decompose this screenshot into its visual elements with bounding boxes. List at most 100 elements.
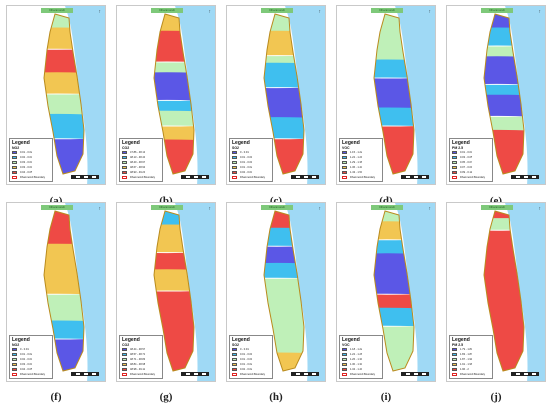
legend-class-row: 0 - 0.01 [232,347,270,352]
legend-pollutant: VOC [342,343,350,347]
sea-area [175,203,215,381]
legend-class-label: 1.26 - 1.30 [350,358,363,361]
legend-swatch [12,165,17,170]
legend-pollutant: SO2 [232,146,240,150]
map-svg [153,203,215,381]
legend-swatch [232,352,237,357]
legend-class-row: 0.09 - 0.11 [452,170,490,175]
legend-class-row: 1.79 - 1.83 [452,347,490,352]
map-svg [43,203,105,381]
legend-swatch [12,357,17,362]
legend-class-row: 1.26 - 1.30 [342,357,380,362]
panel-caption: (j) [490,391,502,403]
legend: Legend PM 2.5 0.01 - 0.03 0.03 - 0.05 0.05 -… [449,138,493,182]
legend-class-row: 0.03 - 0.03 [12,160,50,165]
north-arrow-icon: ↑ [428,9,432,15]
legend-class-row: 0.03 - 0.04 [12,362,50,367]
interpolation-zone [44,320,84,340]
legend-swatch [12,347,17,352]
legend-class-row: 0 - 0.01 [232,150,270,155]
map-panel: Dhanmondi ↑ Legend PM 2.5 0.01 - 0.03 0.03 - … [446,5,546,185]
legend-class-label: 0.03 - 0.03 [20,161,33,164]
legend-swatch [232,362,237,367]
map-svg [263,203,325,381]
legend-pollutant: VOC [342,146,350,150]
map-frame: Dhanmondi ↑ Legend CO2 48.44 - 48.57 48.57 - … [116,202,216,382]
legend-pollutant: CO2 [122,146,130,150]
legend-class-row: 0.02 - 0.02 [232,367,270,372]
sea-area [395,6,435,184]
legend-class-row: 1.22 - 1.26 [342,352,380,357]
legend-swatch [12,160,17,165]
boundary-outline [43,13,85,175]
north-arrow-icon: ↑ [208,206,212,212]
legend-class-row: 48.93 - 49.20 [122,170,160,175]
sea-area [395,203,435,381]
map-panel: Dhanmondi ↑ Legend CO2 47.86 - 48.13 48.13 - … [116,5,216,185]
legend-boundary-label: Dhanmondi Boundary [460,176,486,179]
legend-class-label: 48.40 - 48.67 [130,161,146,164]
legend-class-label: 48.44 - 48.57 [130,348,146,351]
map-panel: Dhanmondi ↑ Legend CO2 48.44 - 48.57 48.57 - … [116,202,216,382]
zone-title: Dhanmondi [41,205,73,210]
legend-class-row: 0.04 - 0.05 [12,170,50,175]
legend-boundary-label: Dhanmondi Boundary [20,373,46,376]
legend-class-row: 48.57 - 48.71 [122,352,160,357]
map-svg [483,203,545,381]
legend-boundary-row: Dhanmondi Boundary [342,372,380,377]
north-arrow-icon: ↑ [318,206,322,212]
legend: Legend SO2 0 - 0.01 0.01 - 0.01 0.01 - 0.01 0… [229,138,273,182]
legend-class-row: 1.87 - 1.91 [452,357,490,362]
legend-class-label: 0.01 - 0.03 [460,151,473,154]
legend-swatch [122,150,127,155]
legend-class-label: 1.34 - 1.40 [350,368,363,371]
legend-class-row: 1.18 - 1.22 [342,347,380,352]
boundary-outline [263,13,305,175]
legend-boundary-row: Dhanmondi Boundary [12,372,50,377]
legend-swatch [12,150,17,155]
legend-swatch [122,347,127,352]
legend-class-label: 48.71 - 48.84 [130,358,146,361]
legend-class-label: 0 - 0.01 [240,151,249,154]
legend-class-label: 0.04 - 0.05 [20,171,33,174]
map-svg [43,6,105,184]
legend-swatch [12,155,17,160]
legend-class-row: 0.01 - 0.01 [232,160,270,165]
legend-class-label: 0.01 - 0.01 [240,358,253,361]
scale-bar [71,372,99,376]
map-svg [373,203,435,381]
map-frame: Dhanmondi ↑ Legend NO2 0 - 0.01 0.01 - 0.02 0.… [6,202,106,382]
legend-class-label: 0.03 - 0.05 [460,156,473,159]
legend-class-label: 1.83 - 1.87 [460,353,473,356]
boundary-swatch [452,372,457,377]
boundary-swatch [342,372,347,377]
boundary-outline [373,13,415,175]
sea-area [65,203,105,381]
legend-pollutant: PM 2.5 [452,343,464,347]
zone-title: Dhanmondi [261,205,293,210]
legend-boundary-row: Dhanmondi Boundary [122,372,160,377]
legend-class-row: 0 - 0.01 [12,347,50,352]
scale-bar [181,372,209,376]
legend-class-row: 1.96 - 2 [452,367,490,372]
legend-swatch [452,150,457,155]
legend-swatch [342,352,347,357]
legend-class-label: 48.13 - 48.40 [130,156,146,159]
legend-swatch [452,352,457,357]
legend-class-row: 48.67 - 48.93 [122,165,160,170]
legend-class-row: 0.01 - 0.02 [232,165,270,170]
legend-heading: Legend [452,337,470,343]
boundary-swatch [12,175,17,180]
legend-class-row: 1.30 - 1.34 [342,362,380,367]
legend-boundary-row: Dhanmondi Boundary [452,372,490,377]
legend-boundary-row: Dhanmondi Boundary [232,175,270,180]
legend-class-row: 1.91 - 1.96 [452,362,490,367]
boundary-swatch [232,175,237,180]
legend-class-label: 0.03 - 0.04 [20,363,33,366]
legend-class-label: 1.79 - 1.83 [460,348,473,351]
legend-class-label: 0.03 - 0.04 [20,166,33,169]
map-frame: Dhanmondi ↑ Legend VOC 1.18 - 1.22 1.22 - 1.2… [336,202,436,382]
legend-class-label: 48.67 - 48.93 [130,166,146,169]
boundary-swatch [12,372,17,377]
north-arrow-icon: ↑ [208,9,212,15]
